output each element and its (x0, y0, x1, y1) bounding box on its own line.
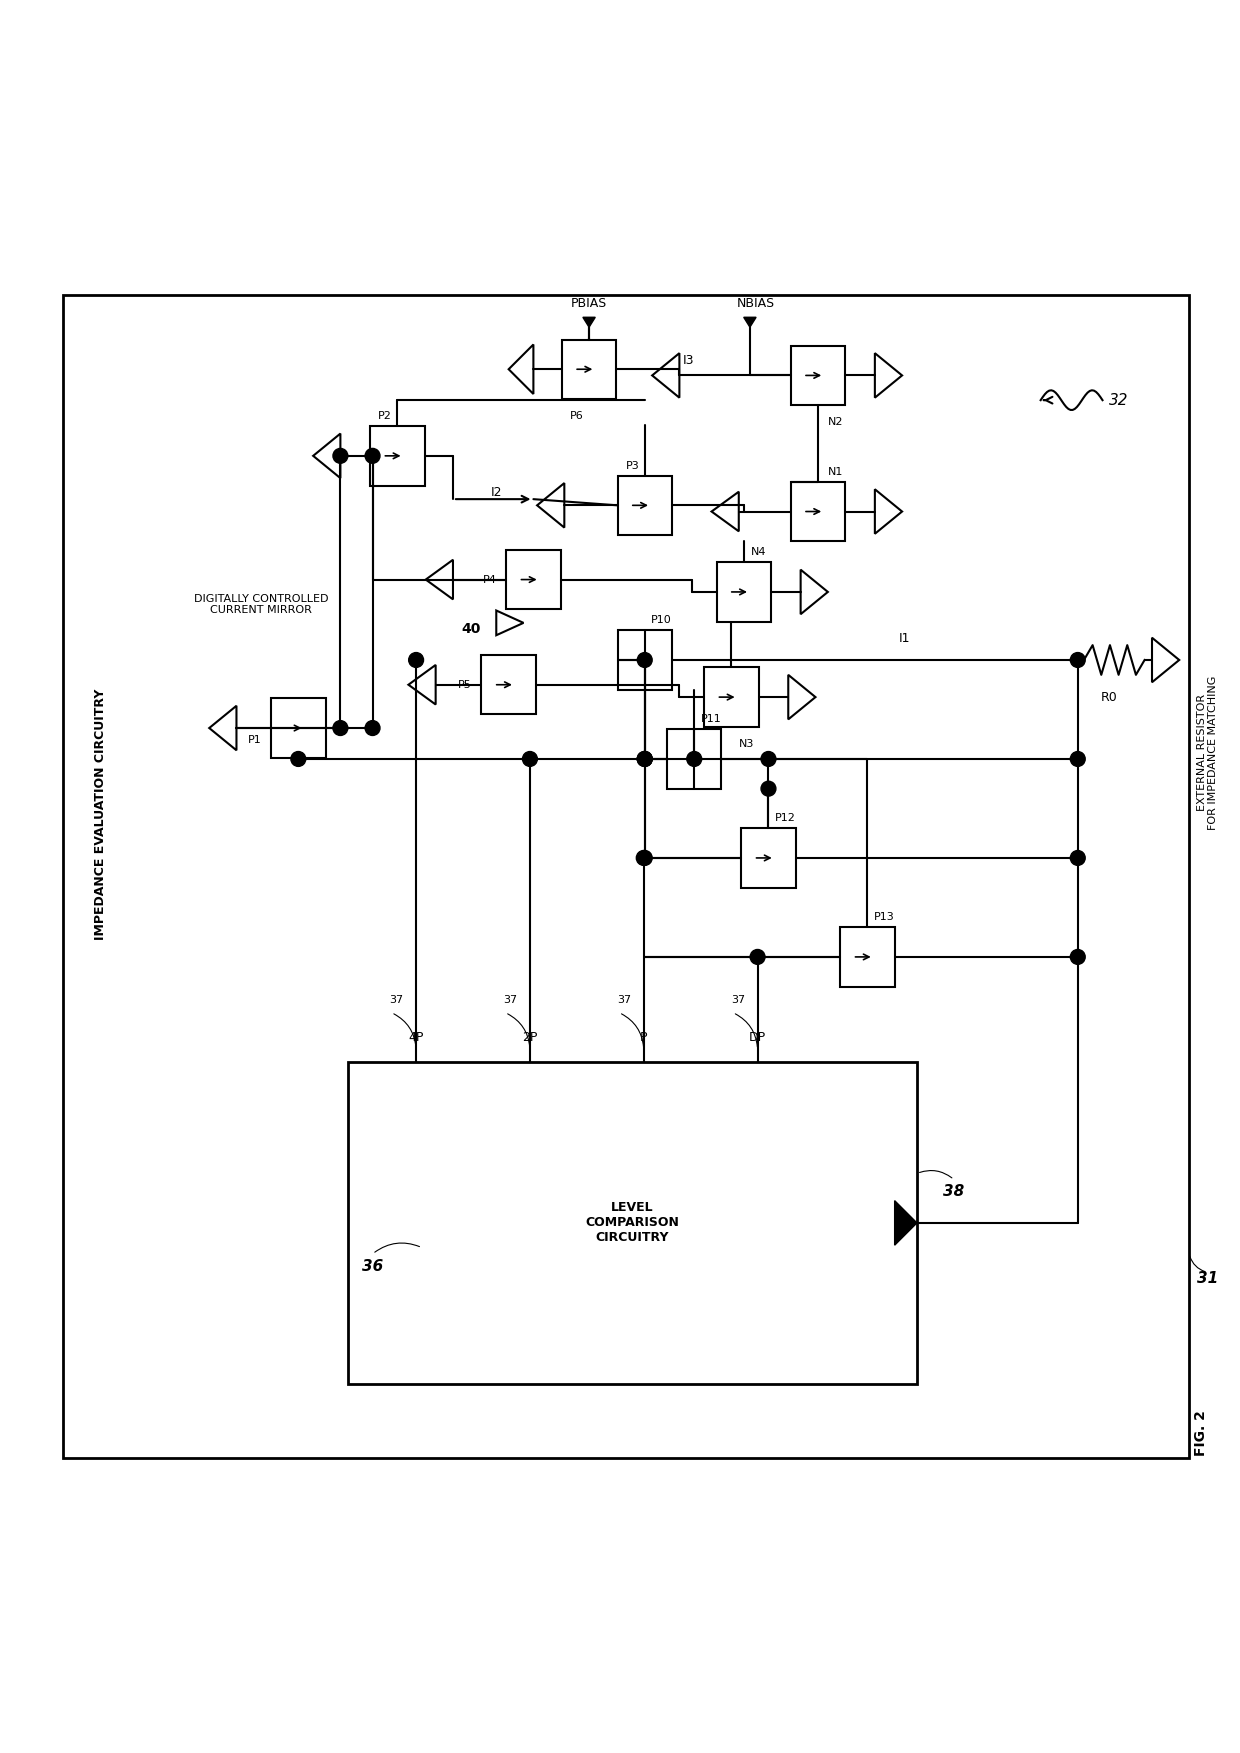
Circle shape (637, 752, 652, 766)
Polygon shape (744, 317, 756, 328)
Circle shape (365, 449, 379, 463)
Text: I1: I1 (899, 633, 910, 645)
Text: 37: 37 (732, 996, 745, 1004)
Text: I3: I3 (682, 354, 694, 366)
Text: P10: P10 (651, 615, 672, 626)
Bar (704, 668, 759, 727)
Circle shape (334, 449, 347, 463)
Polygon shape (583, 317, 595, 328)
Circle shape (1070, 950, 1085, 964)
Bar (742, 827, 796, 887)
Bar (791, 345, 846, 405)
Text: NBIAS: NBIAS (737, 298, 775, 310)
Bar (506, 550, 560, 610)
Circle shape (334, 720, 347, 736)
Text: 31: 31 (1197, 1271, 1219, 1287)
Text: FIG. 2: FIG. 2 (1194, 1411, 1209, 1457)
Text: 4P: 4P (408, 1031, 424, 1043)
Bar (347, 1062, 916, 1383)
Text: N1: N1 (828, 466, 843, 477)
Circle shape (637, 850, 652, 866)
Text: N2: N2 (828, 417, 843, 428)
Circle shape (291, 752, 306, 766)
Circle shape (409, 652, 424, 668)
Polygon shape (895, 1201, 916, 1245)
Text: 36: 36 (362, 1259, 383, 1274)
Circle shape (637, 652, 652, 668)
Text: R0: R0 (1100, 691, 1117, 705)
Circle shape (365, 720, 379, 736)
Text: N3: N3 (739, 740, 754, 749)
Text: P13: P13 (874, 912, 894, 922)
Text: P11: P11 (701, 713, 722, 724)
Text: DP: DP (749, 1031, 766, 1043)
Circle shape (750, 950, 765, 964)
Text: LEVEL
COMPARISON
CIRCUITRY: LEVEL COMPARISON CIRCUITRY (585, 1201, 680, 1245)
Circle shape (761, 782, 776, 796)
Bar (841, 927, 895, 987)
Text: I2: I2 (491, 487, 502, 500)
Text: 37: 37 (503, 996, 517, 1004)
Text: EXTERNAL RESISTOR
FOR IMPEDANCE MATCHING: EXTERNAL RESISTOR FOR IMPEDANCE MATCHING (1197, 675, 1219, 829)
Circle shape (761, 752, 776, 766)
Text: P2: P2 (378, 412, 392, 421)
Bar (618, 631, 672, 689)
Text: 2P: 2P (522, 1031, 538, 1043)
Bar (370, 426, 424, 486)
Text: 38: 38 (944, 1185, 965, 1199)
Bar (272, 698, 326, 757)
Text: P: P (640, 1031, 647, 1043)
Text: P5: P5 (458, 680, 471, 689)
Text: N4: N4 (751, 547, 766, 557)
Circle shape (1070, 652, 1085, 668)
Text: PBIAS: PBIAS (570, 298, 608, 310)
Circle shape (1070, 752, 1085, 766)
Bar (717, 563, 771, 622)
Text: P4: P4 (482, 575, 496, 584)
Text: IMPEDANCE EVALUATION CIRCUITRY: IMPEDANCE EVALUATION CIRCUITRY (94, 689, 107, 940)
Circle shape (522, 752, 537, 766)
Text: 40: 40 (461, 622, 481, 636)
Circle shape (1070, 850, 1085, 866)
Text: DIGITALLY CONTROLLED
CURRENT MIRROR: DIGITALLY CONTROLLED CURRENT MIRROR (193, 594, 329, 615)
Text: P1: P1 (248, 736, 262, 745)
Text: 37: 37 (618, 996, 631, 1004)
Bar (481, 656, 536, 715)
Bar (791, 482, 846, 542)
Bar (562, 340, 616, 400)
Circle shape (636, 850, 651, 866)
Text: 32: 32 (1109, 393, 1128, 408)
Circle shape (637, 752, 652, 766)
Circle shape (637, 752, 652, 766)
Bar (667, 729, 722, 789)
Text: P12: P12 (775, 813, 796, 824)
Text: 37: 37 (389, 996, 404, 1004)
Text: P6: P6 (570, 412, 584, 421)
Circle shape (687, 752, 702, 766)
Text: P3: P3 (625, 461, 640, 472)
Bar (618, 475, 672, 535)
